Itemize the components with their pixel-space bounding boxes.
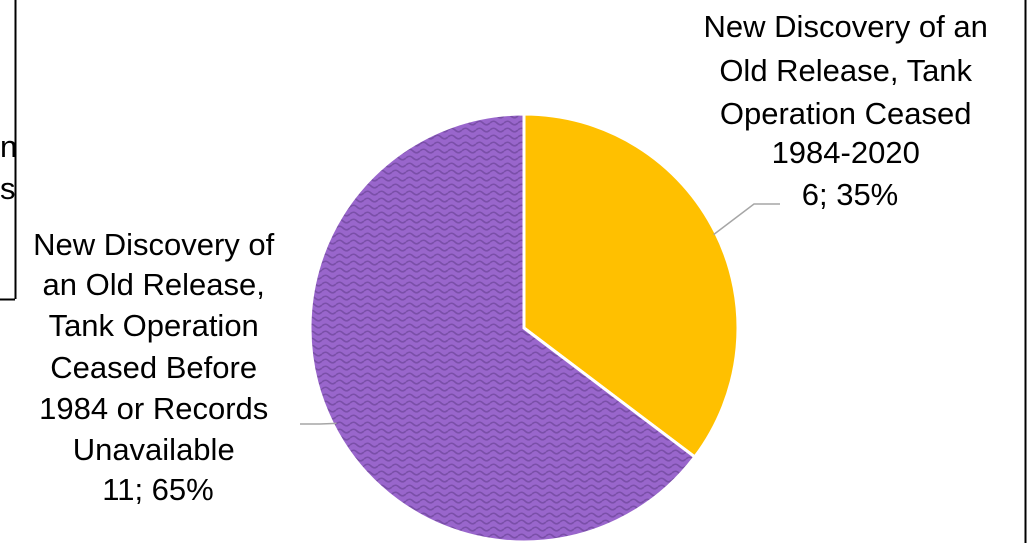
slice-label-2: New Discovery of an Old Release, Tank Op… [33,227,283,507]
slice-label-2-line-4: Ceased Before [50,350,257,385]
slice-label-1: New Discovery of an Old Release, Tank Op… [704,9,997,212]
slice-label-1-value: 6; 35% [802,177,899,212]
clipped-text-1: n [0,129,17,164]
leader-line-1 [713,203,780,236]
slice-label-1-line-4: 1984-2020 [772,135,920,170]
slice-label-2-line-2: an Old Release, [43,267,265,302]
slice-label-2-value: 11; 65% [102,472,213,507]
leader-lines [300,203,780,425]
slice-label-1-line-1: New Discovery of an [704,9,988,44]
slice-label-2-line-6: Unavailable [73,432,235,467]
leader-line-2 [300,422,337,425]
clipped-text-2: s [0,171,16,206]
slice-label-1-line-2: Old Release, Tank [719,53,972,88]
slice-label-2-line-3: Tank Operation [49,308,259,343]
slice-label-1-line-3: Operation Ceased [720,96,972,131]
slice-label-2-line-1: New Discovery of [33,227,275,262]
slice-label-2-line-5: 1984 or Records [39,391,268,426]
pie-slices [308,112,740,544]
